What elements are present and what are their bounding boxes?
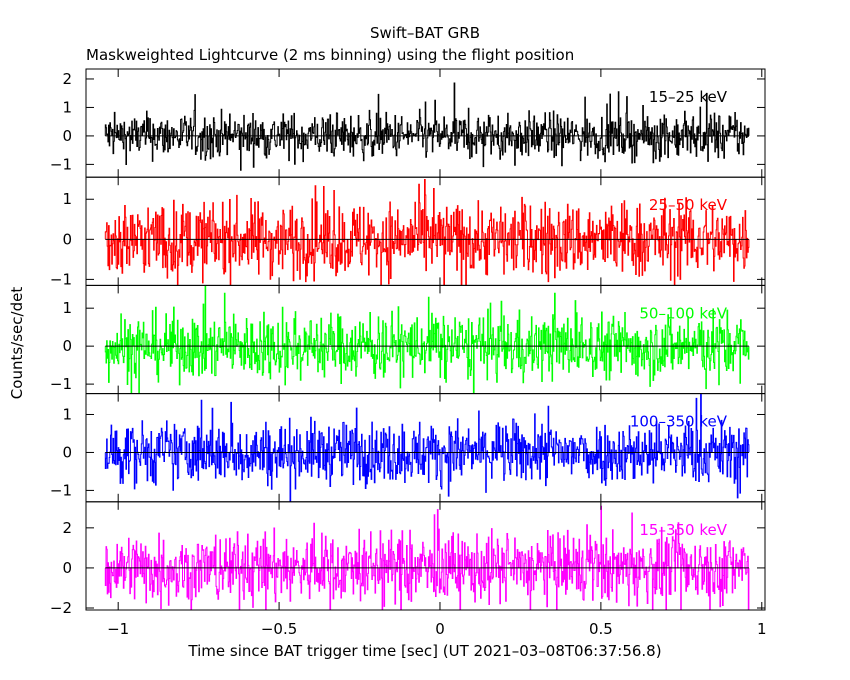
x-tick-label-2: 0 (435, 620, 445, 638)
x-axis: −1 −0.5 0 0.5 1 (107, 620, 766, 638)
panel-label-5: 15–350 keV (639, 521, 727, 539)
y-tick-label-2-1: 0 (62, 230, 72, 248)
series-line-5 (104, 505, 750, 611)
panel-5: −2 0 2 15–350 keV (50, 501, 766, 617)
panel-2: −1 0 1 25–50 keV (50, 176, 766, 288)
panel-3: −1 0 1 50–100 keV (50, 284, 766, 395)
y-tick-label-4-1: 0 (62, 443, 72, 461)
series-line-1 (104, 82, 750, 171)
series-line-4 (104, 393, 750, 502)
y-tick-label-1-2: 1 (62, 98, 72, 116)
series-line-2 (104, 179, 750, 286)
y-tick-label-3-0: −1 (50, 375, 72, 393)
x-tick-label-0: −1 (107, 620, 129, 638)
series-line-3 (104, 285, 750, 394)
y-tick-label-5-1: 0 (62, 559, 72, 577)
y-tick-label-4-2: 1 (62, 405, 72, 423)
panel-label-1: 15–25 keV (649, 88, 728, 106)
x-tick-label-3: 0.5 (589, 620, 613, 638)
y-tick-label-4-0: −1 (50, 481, 72, 499)
y-tick-label-1-0: −1 (50, 155, 72, 173)
y-axis-label: Counts/sec/det (8, 287, 26, 400)
chart-subtitle: Maskweighted Lightcurve (2 ms binning) u… (86, 46, 574, 64)
y-tick-label-5-0: −2 (50, 599, 72, 617)
panel-label-2: 25–50 keV (649, 196, 728, 214)
panel-label-3: 50–100 keV (639, 304, 727, 322)
y-tick-label-3-1: 0 (62, 337, 72, 355)
y-tick-label-1-1: 0 (62, 127, 72, 145)
y-tick-label-2-0: −1 (50, 270, 72, 288)
x-tick-label-4: 1 (757, 620, 767, 638)
y-tick-label-1-3: 2 (62, 70, 72, 88)
y-tick-label-3-2: 1 (62, 299, 72, 317)
y-tick-label-2-2: 1 (62, 190, 72, 208)
panel-4: −1 0 1 100–350 keV (50, 393, 766, 503)
chart-title: Swift–BAT GRB (370, 24, 480, 42)
y-tick-label-5-2: 2 (62, 519, 72, 537)
x-tick-label-1: −0.5 (261, 620, 297, 638)
panel-frame-5 (85, 501, 766, 611)
panels-group: −1 0 1 2 15–25 keV −1 0 1 25–50 keV −1 0 1 50–100 ke… (50, 68, 766, 617)
panel-1: −1 0 1 2 15–25 keV (50, 68, 766, 178)
x-axis-label: Time since BAT trigger time [sec] (UT 20… (187, 642, 661, 660)
panel-label-4: 100–350 keV (630, 413, 728, 431)
